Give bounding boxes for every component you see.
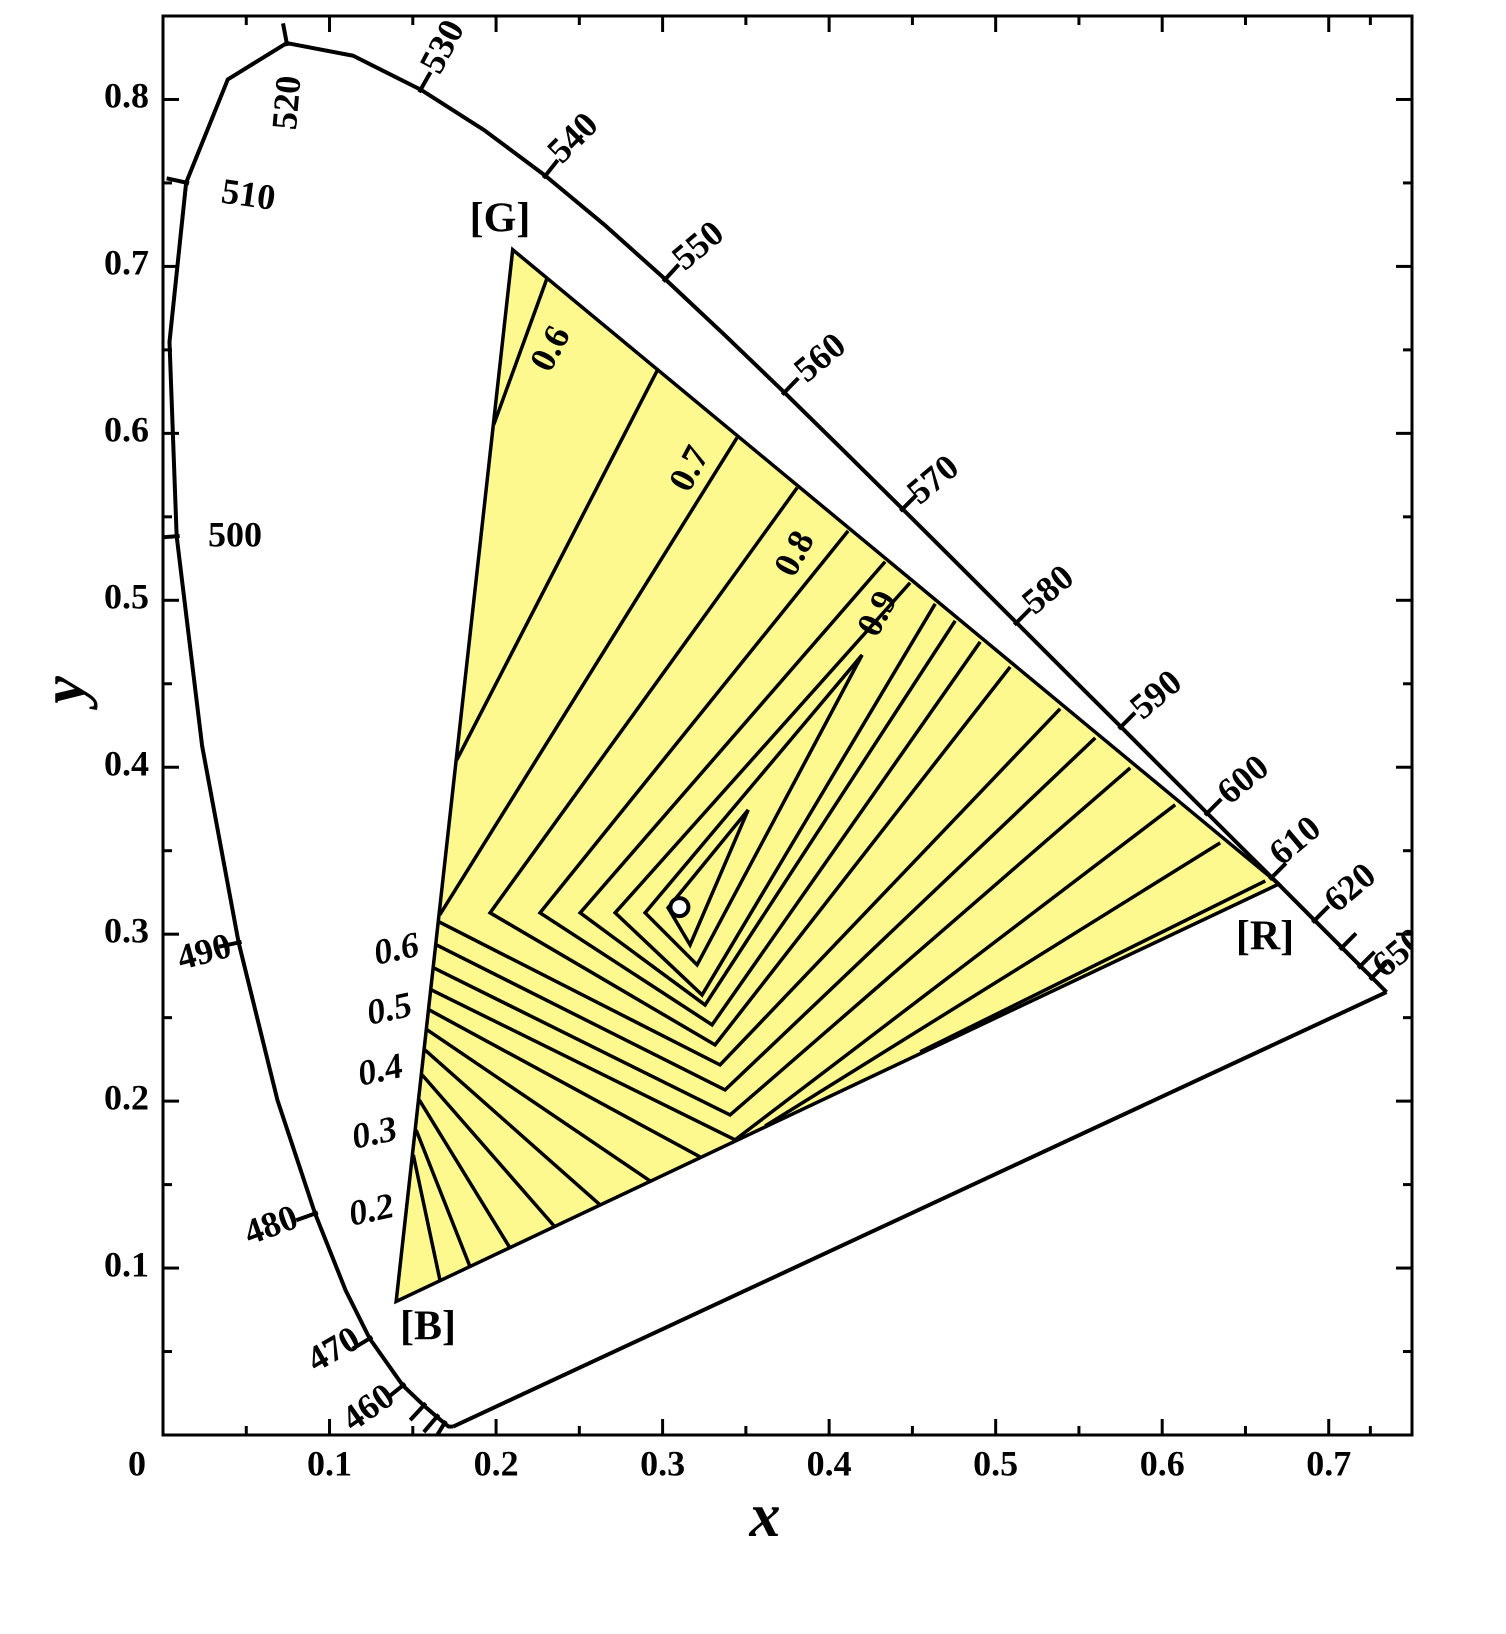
y-tick-label: 0.3 [104,910,149,950]
wavelength-tick [899,493,919,513]
contour-line [919,879,1267,1054]
contour-line [417,1099,512,1249]
contour-line [537,529,982,1028]
x-tick-label: 0.3 [640,1443,685,1483]
wavelength-tick [1117,711,1137,731]
primary-label: [R] [1236,914,1294,960]
contour-line [438,436,739,916]
contour-label: 0.3 [348,1108,400,1156]
y-tick-label: 0.4 [104,744,149,784]
contour-line [642,653,864,968]
contour-label: 0.6 [370,924,422,972]
wavelength-tick [1338,931,1358,952]
wavelength-tick [1203,797,1223,817]
x-tick-label: 0.7 [1306,1443,1351,1483]
y-axis-label: y [30,676,98,711]
y-tick-label: 0.1 [104,1244,149,1284]
primary-label: [B] [400,1304,456,1350]
wavelength-tick [218,939,242,949]
wavelength-tick [385,1381,407,1400]
wavelength-tick [295,1210,319,1223]
x-tick-label: 0.6 [1140,1443,1185,1483]
wavelength-tick [434,1419,448,1435]
wavelength-tick [422,1413,441,1434]
wavelength-label: 480 [239,1196,303,1252]
x-tick-label: 0.2 [474,1443,519,1483]
purple-line [452,990,1388,1429]
contour-line [764,841,1222,1128]
contour-line [411,1154,442,1282]
contour-line [420,1073,557,1229]
y-tick-label: 0.6 [104,410,149,450]
x-tick-label: 0 [128,1443,146,1483]
y-tick-label: 0.7 [104,243,149,283]
wavelength-tick [417,71,433,94]
x-tick-label: 0.1 [307,1443,352,1483]
contour-line [414,1129,472,1268]
plot-frame [161,14,1414,1437]
contour-line [492,277,549,426]
wavelength-label: 520 [264,74,309,131]
y-tick-label: 0.5 [104,577,149,617]
primary-label: [G] [470,196,531,242]
wavelength-tick [1012,607,1033,627]
wavelength-label: 490 [173,925,236,978]
contour-line [455,369,659,761]
wavelength-label: 500 [208,514,262,554]
plot-area: 0.60.70.80.90.60.50.40.30.24604704804905… [163,13,1412,1439]
wavelength-tick [351,1335,374,1351]
contour-line [433,766,1132,1118]
wavelength-label: 530 [411,13,472,79]
wavelength-label: 470 [300,1318,367,1380]
wavelength-tick [166,176,190,186]
wavelength-tick [1368,961,1388,982]
y-tick-label: 0.2 [104,1077,149,1117]
contour-label: 0.2 [345,1185,397,1233]
wavelength-label: 580 [1014,556,1081,621]
wavelength-tick [780,376,800,396]
wavelength-label: 460 [334,1375,401,1439]
gamut-triangle [394,246,1283,1305]
wavelength-tick [163,533,180,540]
contour-line [612,581,937,998]
wavelength-tick [1311,904,1331,924]
wavelength-tick [1268,861,1288,881]
x-tick-label: 0.5 [973,1443,1018,1483]
white-point [668,896,691,919]
wavelength-label: 540 [539,104,605,170]
x-tick-label: 0.4 [807,1443,852,1483]
wavelength-label: 510 [219,171,278,218]
contour-line [430,803,1177,1142]
contour-line [426,1028,652,1183]
wavelength-tick [661,263,681,283]
x-axis-label: x [749,1482,781,1550]
wavelength-tick [408,1401,428,1422]
contour-label: 0.5 [363,984,415,1032]
contour-line [428,1008,701,1159]
contour-line [435,736,1097,1093]
contour-line [438,707,1062,1068]
contour-line [487,486,1012,1048]
wavelength-tick [1356,950,1376,970]
y-tick-label: 0.8 [104,76,149,116]
contour-label: 0.4 [354,1045,406,1093]
wavelength-tick [541,158,560,180]
contour-line [577,560,957,1008]
wavelength-label: 610 [1261,807,1328,872]
contour-line [423,1048,602,1207]
wavelength-tick [281,23,290,47]
contour-line [665,808,750,949]
